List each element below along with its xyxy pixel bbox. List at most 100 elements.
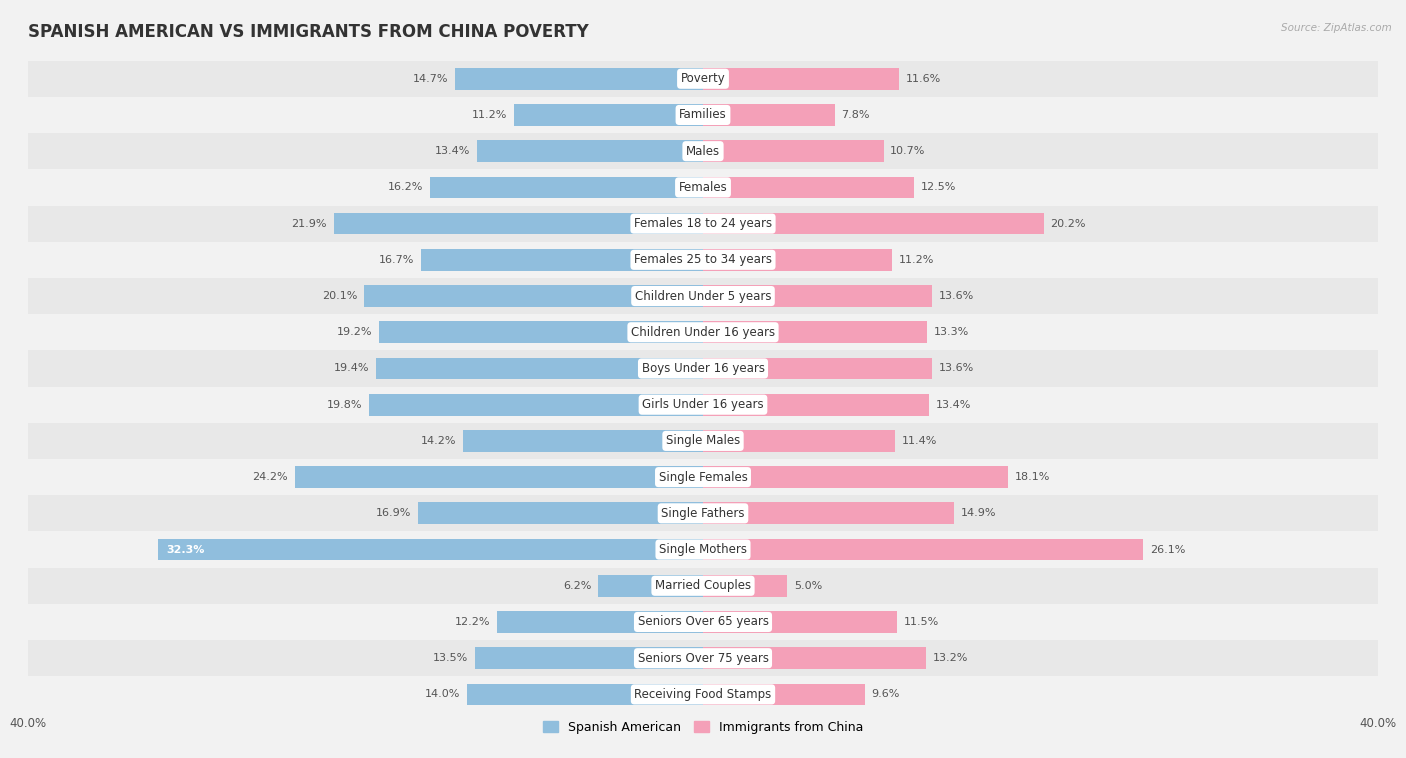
- Bar: [477, 140, 703, 162]
- Bar: [28, 387, 1378, 423]
- Bar: [703, 140, 883, 162]
- Bar: [28, 568, 1378, 604]
- Text: Females 25 to 34 years: Females 25 to 34 years: [634, 253, 772, 266]
- Bar: [703, 358, 932, 379]
- Text: 13.4%: 13.4%: [936, 399, 972, 409]
- Text: Seniors Over 65 years: Seniors Over 65 years: [637, 615, 769, 628]
- Text: 11.5%: 11.5%: [904, 617, 939, 627]
- Text: Females 18 to 24 years: Females 18 to 24 years: [634, 217, 772, 230]
- Text: 16.7%: 16.7%: [380, 255, 415, 265]
- Text: 11.6%: 11.6%: [905, 74, 941, 83]
- Bar: [28, 495, 1378, 531]
- Text: 9.6%: 9.6%: [872, 690, 900, 700]
- Text: 6.2%: 6.2%: [564, 581, 592, 590]
- Text: 19.4%: 19.4%: [333, 364, 368, 374]
- Bar: [28, 278, 1378, 314]
- Text: 13.6%: 13.6%: [939, 364, 974, 374]
- Text: 11.2%: 11.2%: [472, 110, 508, 120]
- Text: 14.0%: 14.0%: [425, 690, 460, 700]
- Bar: [28, 640, 1378, 676]
- Bar: [703, 647, 925, 669]
- Bar: [28, 531, 1378, 568]
- Text: 26.1%: 26.1%: [1150, 544, 1185, 555]
- Bar: [28, 604, 1378, 640]
- Text: 19.2%: 19.2%: [337, 327, 373, 337]
- Text: SPANISH AMERICAN VS IMMIGRANTS FROM CHINA POVERTY: SPANISH AMERICAN VS IMMIGRANTS FROM CHIN…: [28, 23, 589, 41]
- Text: 20.2%: 20.2%: [1050, 218, 1085, 229]
- Text: 13.5%: 13.5%: [433, 653, 468, 663]
- Text: Single Males: Single Males: [666, 434, 740, 447]
- Bar: [703, 575, 787, 597]
- Bar: [333, 213, 703, 234]
- Text: 13.2%: 13.2%: [932, 653, 967, 663]
- Text: Single Females: Single Females: [658, 471, 748, 484]
- Text: 19.8%: 19.8%: [326, 399, 363, 409]
- Text: 13.3%: 13.3%: [934, 327, 969, 337]
- Bar: [28, 169, 1378, 205]
- Bar: [703, 68, 898, 89]
- Text: 18.1%: 18.1%: [1015, 472, 1050, 482]
- Text: 12.2%: 12.2%: [456, 617, 491, 627]
- Bar: [418, 503, 703, 525]
- Bar: [375, 358, 703, 379]
- Text: 13.6%: 13.6%: [939, 291, 974, 301]
- Text: Single Mothers: Single Mothers: [659, 543, 747, 556]
- Text: 12.5%: 12.5%: [921, 183, 956, 193]
- Text: Girls Under 16 years: Girls Under 16 years: [643, 398, 763, 411]
- Bar: [703, 104, 835, 126]
- Bar: [28, 314, 1378, 350]
- Bar: [28, 97, 1378, 133]
- Text: Females: Females: [679, 181, 727, 194]
- Bar: [467, 684, 703, 705]
- Text: 20.1%: 20.1%: [322, 291, 357, 301]
- Bar: [703, 539, 1143, 560]
- Text: Families: Families: [679, 108, 727, 121]
- Bar: [380, 321, 703, 343]
- Bar: [28, 133, 1378, 169]
- Bar: [703, 394, 929, 415]
- Text: 5.0%: 5.0%: [794, 581, 823, 590]
- Bar: [364, 285, 703, 307]
- Text: 21.9%: 21.9%: [291, 218, 326, 229]
- Bar: [28, 205, 1378, 242]
- Bar: [475, 647, 703, 669]
- Text: 32.3%: 32.3%: [166, 544, 205, 555]
- Text: Males: Males: [686, 145, 720, 158]
- Bar: [430, 177, 703, 199]
- Text: Seniors Over 75 years: Seniors Over 75 years: [637, 652, 769, 665]
- Text: 11.4%: 11.4%: [903, 436, 938, 446]
- Legend: Spanish American, Immigrants from China: Spanish American, Immigrants from China: [538, 716, 868, 739]
- Text: Married Couples: Married Couples: [655, 579, 751, 592]
- Text: Children Under 16 years: Children Under 16 years: [631, 326, 775, 339]
- Bar: [703, 321, 928, 343]
- Bar: [703, 177, 914, 199]
- Text: Boys Under 16 years: Boys Under 16 years: [641, 362, 765, 375]
- Bar: [464, 430, 703, 452]
- Bar: [498, 611, 703, 633]
- Text: 7.8%: 7.8%: [841, 110, 870, 120]
- Bar: [703, 249, 891, 271]
- Bar: [157, 539, 703, 560]
- Text: Poverty: Poverty: [681, 72, 725, 85]
- Text: 14.2%: 14.2%: [422, 436, 457, 446]
- Bar: [703, 213, 1043, 234]
- Bar: [703, 466, 1008, 488]
- Bar: [422, 249, 703, 271]
- Bar: [28, 61, 1378, 97]
- Text: 11.2%: 11.2%: [898, 255, 934, 265]
- Bar: [456, 68, 703, 89]
- Bar: [368, 394, 703, 415]
- Bar: [703, 430, 896, 452]
- Text: Children Under 5 years: Children Under 5 years: [634, 290, 772, 302]
- Text: 13.4%: 13.4%: [434, 146, 470, 156]
- Bar: [703, 684, 865, 705]
- Text: 14.9%: 14.9%: [962, 509, 997, 518]
- Bar: [703, 611, 897, 633]
- Bar: [28, 350, 1378, 387]
- Text: 14.7%: 14.7%: [413, 74, 449, 83]
- Text: 16.9%: 16.9%: [375, 509, 411, 518]
- Text: 24.2%: 24.2%: [252, 472, 288, 482]
- Text: 16.2%: 16.2%: [388, 183, 423, 193]
- Bar: [295, 466, 703, 488]
- Text: 10.7%: 10.7%: [890, 146, 925, 156]
